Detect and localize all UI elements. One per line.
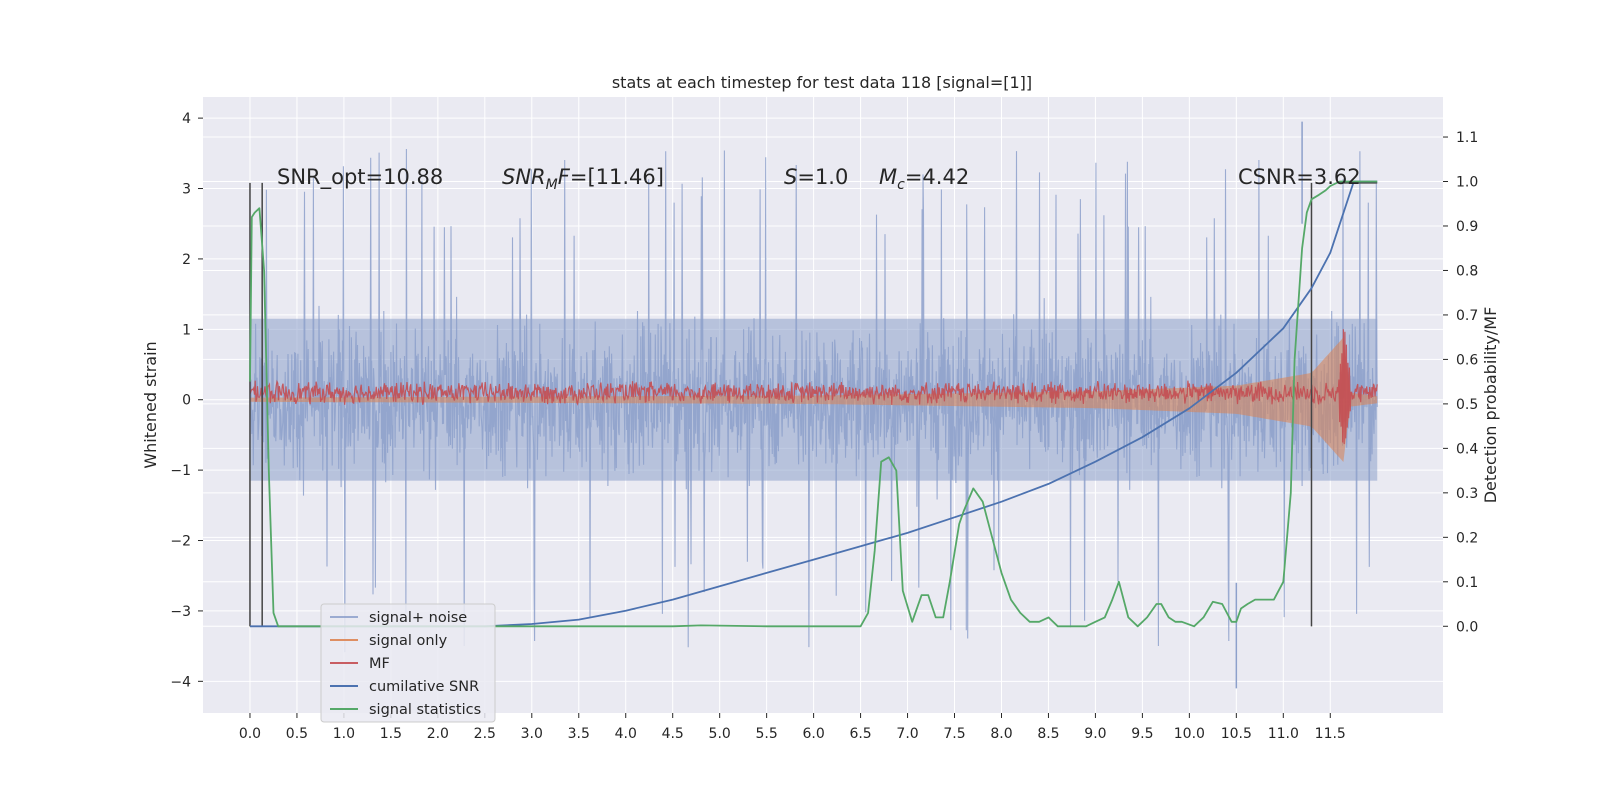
annotation-snr-opt: SNR_opt=10.88 xyxy=(277,165,443,190)
y-tick-label-3: −1 xyxy=(170,463,191,479)
series-signal-statistics xyxy=(249,180,1378,628)
annotation-snr-mf-f: F xyxy=(558,165,571,189)
annotation-snr-mf-value: = xyxy=(570,165,588,189)
y-tick-label-4: 0 xyxy=(182,393,191,409)
x-tick-label-0: 0.0 xyxy=(239,726,261,742)
x-tick-label-10: 5.0 xyxy=(709,726,731,742)
x-tick-label-3: 1.5 xyxy=(380,726,402,742)
annotation-csnr: CSNR=3.62 xyxy=(1238,165,1361,189)
legend-label-1: signal only xyxy=(369,633,448,649)
x-tick-label-5: 2.5 xyxy=(474,726,496,742)
x-tick-label-9: 4.5 xyxy=(662,726,684,742)
chart-title: stats at each timestep for test data 118… xyxy=(612,73,1032,92)
legend-label-3: cumilative SNR xyxy=(369,679,479,695)
y-tick-label-7: 3 xyxy=(182,182,191,198)
annotation-snr-mf-subscript: M xyxy=(546,177,558,193)
y-tick-label-5: 1 xyxy=(182,322,191,338)
x-tick-label-12: 6.0 xyxy=(802,726,824,742)
x-tick-label-17: 8.5 xyxy=(1037,726,1059,742)
y2-tick-label-8: 0.8 xyxy=(1456,263,1478,279)
y2-tick-label-6: 0.6 xyxy=(1456,352,1478,368)
y2-tick-label-11: 1.1 xyxy=(1456,130,1478,146)
x-tick-label-8: 4.0 xyxy=(615,726,637,742)
annotation-s-value: =1.0 xyxy=(797,165,848,189)
x-tick-label-6: 3.0 xyxy=(521,726,543,742)
y-tick-label-6: 2 xyxy=(182,252,191,268)
x-tick-label-20: 10.0 xyxy=(1174,726,1205,742)
x-tick-label-2: 1.0 xyxy=(333,726,355,742)
y2-tick-label-10: 1.0 xyxy=(1456,175,1478,191)
annotation-snr-mf: SNRMF=[11.46] xyxy=(502,165,664,193)
series-mf xyxy=(249,329,1378,445)
annotation-mc-subscript: c xyxy=(897,177,905,193)
x-tick-label-21: 10.5 xyxy=(1221,726,1252,742)
x-tick-label-4: 2.0 xyxy=(427,726,449,742)
x-tick-label-19: 9.5 xyxy=(1131,726,1153,742)
x-tick-label-22: 11.0 xyxy=(1268,726,1299,742)
y2-tick-label-5: 0.5 xyxy=(1456,397,1478,413)
y2-tick-label-1: 0.1 xyxy=(1456,575,1478,591)
legend: signal+ noise signal only MF cumilative SNR… xyxy=(320,603,496,723)
x-tick-label-13: 6.5 xyxy=(849,726,871,742)
x-tick-label-18: 9.0 xyxy=(1084,726,1106,742)
annotation-s: S=1.0 xyxy=(784,165,848,189)
tick-layer: 0.0 0.5 1.0 1.5 2.0 2.5 3.0 3.5 4.0 4.5 5.0 5.5 6.0 6… xyxy=(170,111,1478,742)
y-tick-label-2: −2 xyxy=(170,534,191,550)
x-tick-label-1: 0.5 xyxy=(286,726,308,742)
annotation-s-symbol: S xyxy=(784,165,797,189)
y-tick-label-8: 4 xyxy=(182,111,191,127)
x-tick-label-16: 8.0 xyxy=(990,726,1012,742)
y2-tick-label-9: 0.9 xyxy=(1456,219,1478,235)
annotation-snr-mf-number: [11.46] xyxy=(587,165,664,189)
annotation-mc-value: =4.42 xyxy=(905,165,969,189)
x-tick-label-11: 5.5 xyxy=(756,726,778,742)
data-layer xyxy=(249,121,1378,689)
y2-tick-label-7: 0.7 xyxy=(1456,308,1478,324)
y2-tick-label-0: 0.0 xyxy=(1456,619,1478,635)
y2-axis-label: Detection probability/MF xyxy=(1481,307,1500,504)
y-tick-label-0: −4 xyxy=(170,674,191,690)
annotation-mc-symbol: M xyxy=(879,165,897,189)
legend-label-0: signal+ noise xyxy=(369,610,467,626)
x-tick-label-23: 11.5 xyxy=(1315,726,1346,742)
series-cumulative-snr xyxy=(250,180,1378,628)
x-tick-label-15: 7.5 xyxy=(943,726,965,742)
y-tick-label-1: −3 xyxy=(170,604,191,620)
y2-tick-label-2: 0.2 xyxy=(1456,530,1478,546)
legend-box xyxy=(320,603,496,723)
legend-label-2: MF xyxy=(369,656,390,672)
x-tick-label-7: 3.5 xyxy=(568,726,590,742)
series-signal-only xyxy=(250,337,1378,462)
annotation-mc: Mc=4.42 xyxy=(879,165,969,193)
x-tick-label-14: 7.0 xyxy=(896,726,918,742)
y2-tick-label-4: 0.4 xyxy=(1456,441,1478,457)
marker-layer xyxy=(249,180,1378,628)
y2-tick-label-3: 0.3 xyxy=(1456,486,1478,502)
y-axis-label: Whitened strain xyxy=(141,341,160,468)
legend-label-4: signal statistics xyxy=(369,702,481,718)
annotation-snr-mf-symbol: SNR xyxy=(502,165,546,189)
